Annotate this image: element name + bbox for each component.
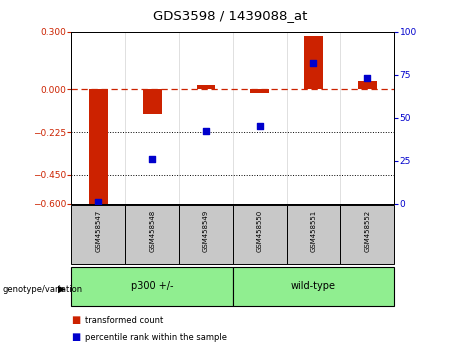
Text: ■: ■ [71,332,81,342]
Text: ■: ■ [71,315,81,325]
Bar [233,205,287,264]
Text: wild-type: wild-type [291,281,336,291]
Bar [358,81,377,89]
Bar [304,36,323,89]
Text: GSM458547: GSM458547 [95,210,101,252]
Bar [179,205,233,264]
Text: GDS3598 / 1439088_at: GDS3598 / 1439088_at [154,9,307,22]
Text: GSM458549: GSM458549 [203,210,209,252]
Text: transformed count: transformed count [85,316,164,325]
Text: percentile rank within the sample: percentile rank within the sample [85,333,227,342]
Bar [287,205,340,264]
Point [256,124,263,129]
Bar [125,205,179,264]
Point [202,129,210,134]
Text: genotype/variation: genotype/variation [2,285,83,294]
Bar [143,89,161,114]
Text: p300 +/-: p300 +/- [131,281,173,291]
Text: GSM458551: GSM458551 [310,210,317,252]
Bar [71,267,233,306]
Point [95,199,102,205]
Bar [89,89,108,204]
Text: GSM458552: GSM458552 [364,210,370,252]
Bar [250,89,269,93]
Bar [196,85,215,89]
Bar [340,205,394,264]
Point [310,60,317,65]
Bar [233,267,394,306]
Text: GSM458548: GSM458548 [149,210,155,252]
Text: GSM458550: GSM458550 [257,210,263,252]
Point [148,156,156,162]
Point [364,75,371,81]
Bar [71,205,125,264]
Text: ▶: ▶ [58,284,65,294]
